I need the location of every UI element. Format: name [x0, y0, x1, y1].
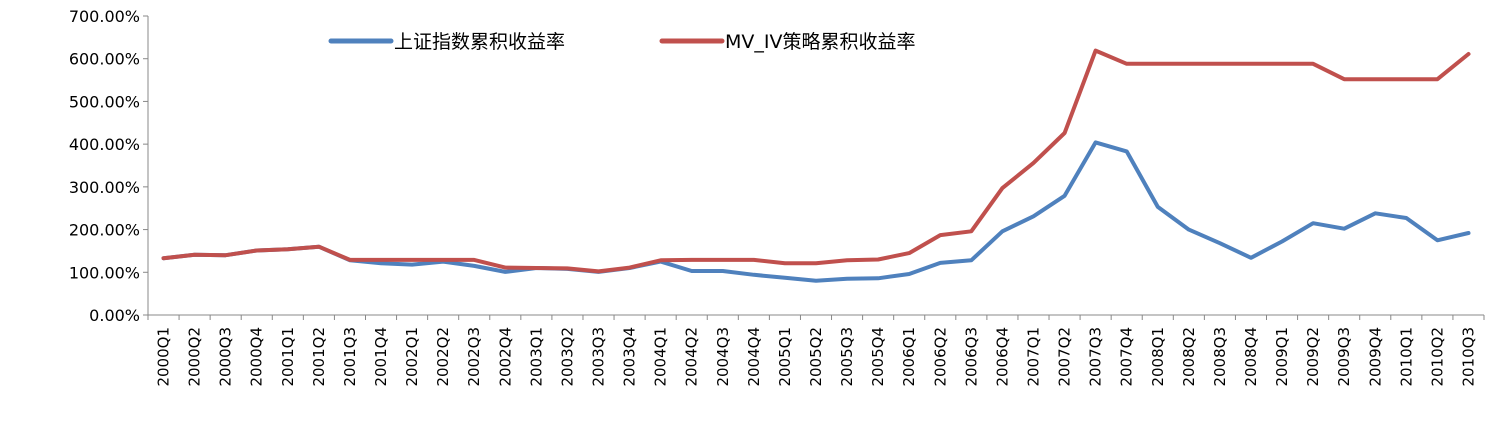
y-tick-label: 0.00% — [89, 306, 140, 325]
x-tick-label: 2010Q2 — [1428, 327, 1446, 387]
x-tick-label: 2006Q3 — [962, 327, 980, 387]
x-tick-label: 2008Q3 — [1211, 327, 1229, 387]
y-tick-label: 100.00% — [69, 263, 140, 282]
x-tick-label: 2009Q3 — [1335, 327, 1353, 387]
series-layer — [161, 48, 1471, 283]
x-tick-label: 2004Q2 — [683, 327, 701, 387]
x-tick-label: 2001Q1 — [279, 327, 297, 387]
x-tick-label: 2002Q2 — [434, 327, 452, 387]
x-tick-label: 2005Q4 — [869, 327, 887, 387]
x-tick-label: 2008Q2 — [1180, 327, 1198, 387]
x-axis-ticks: 2000Q1 2000Q2 2000Q3 2000Q4 2001Q1 2001Q2 2001… — [147, 315, 1485, 387]
x-tick-label: 2008Q4 — [1242, 327, 1260, 387]
x-tick-label: 2001Q2 — [310, 327, 328, 387]
x-tick-label: 2002Q3 — [465, 327, 483, 387]
x-tick-label: 2002Q1 — [403, 327, 421, 387]
legend-item-1: MV_IV策略累积收益率 — [659, 31, 916, 53]
x-tick-label: 2003Q1 — [527, 327, 545, 387]
x-tick-label: 2008Q1 — [1149, 327, 1167, 387]
y-tick-label: 200.00% — [69, 221, 140, 240]
x-tick-label: 2005Q1 — [776, 327, 794, 387]
x-tick-label: 2000Q2 — [186, 327, 204, 387]
x-tick-label: 2004Q1 — [652, 327, 670, 387]
x-tick-label: 2005Q3 — [838, 327, 856, 387]
x-tick-label: 2007Q1 — [1024, 327, 1042, 387]
x-tick-label: 2009Q2 — [1304, 327, 1322, 387]
x-tick-label: 2006Q4 — [993, 327, 1011, 387]
x-tick-label: 2002Q4 — [496, 327, 514, 387]
y-tick-label: 300.00% — [69, 178, 140, 197]
series-line-1 — [161, 48, 1471, 274]
x-tick-label: 2007Q2 — [1056, 327, 1074, 387]
x-tick-label: 2009Q1 — [1273, 327, 1291, 387]
x-tick-label: 2010Q3 — [1459, 327, 1477, 387]
y-tick-label: 600.00% — [69, 50, 140, 69]
x-tick-label: 2005Q2 — [807, 327, 825, 387]
y-tick-label: 700.00% — [69, 7, 140, 26]
series-line-0 — [161, 140, 1471, 283]
x-tick-label: 2000Q4 — [248, 327, 266, 387]
x-tick-label: 2010Q1 — [1397, 327, 1415, 387]
x-tick-label: 2009Q4 — [1366, 327, 1384, 387]
x-tick-label: 2001Q4 — [372, 327, 390, 387]
legend: 上证指数累积收益率 MV_IV策略累积收益率 — [328, 31, 916, 53]
x-tick-label: 2000Q1 — [155, 327, 173, 387]
y-tick-label: 500.00% — [69, 92, 140, 111]
y-tick-label: 400.00% — [69, 135, 140, 154]
x-tick-label: 2004Q4 — [745, 327, 763, 387]
x-tick-label: 2007Q3 — [1087, 327, 1105, 387]
x-tick-label: 2003Q3 — [590, 327, 608, 387]
x-tick-label: 2007Q4 — [1118, 327, 1136, 387]
legend-item-0: 上证指数累积收益率 — [328, 31, 565, 53]
x-tick-label: 2001Q3 — [341, 327, 359, 387]
legend-label-0: 上证指数累积收益率 — [394, 31, 565, 53]
x-tick-label: 2006Q2 — [931, 327, 949, 387]
legend-label-1: MV_IV策略累积收益率 — [725, 31, 916, 53]
y-axis-ticks: 0.00% 100.00% 200.00% 300.00% 400.00% 500.00%… — [69, 7, 148, 325]
x-tick-label: 2006Q1 — [900, 327, 918, 387]
x-tick-label: 2003Q2 — [558, 327, 576, 387]
x-tick-label: 2000Q3 — [217, 327, 235, 387]
x-tick-label: 2003Q4 — [621, 327, 639, 387]
x-tick-label: 2004Q3 — [714, 327, 732, 387]
